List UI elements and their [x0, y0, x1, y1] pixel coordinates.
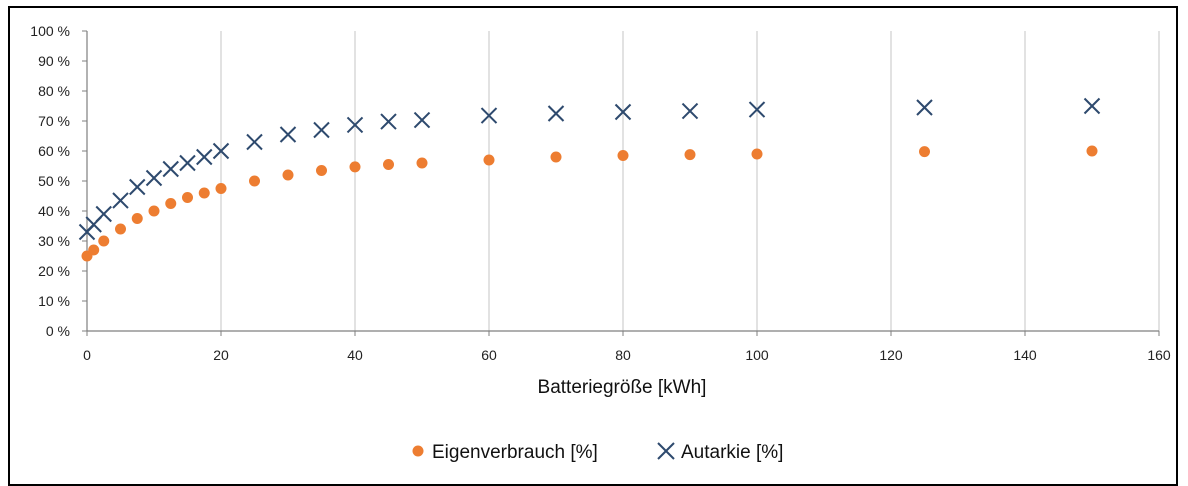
point-eigenverbrauch	[1086, 145, 1098, 157]
y-tick-label: 90 %	[38, 53, 70, 69]
y-tick-label: 40 %	[38, 203, 70, 219]
point-eigenverbrauch	[383, 159, 394, 170]
point-eigenverbrauch	[483, 154, 495, 166]
x-tick-labels: 0 20 40 60 80 100 120 140 160	[83, 347, 1171, 363]
point-eigenverbrauch	[165, 198, 177, 209]
point-autarkie	[480, 107, 498, 124]
point-autarkie	[112, 192, 129, 209]
y-tick-label: 80 %	[38, 83, 70, 99]
x-tick-label: 80	[615, 347, 631, 363]
y-tick-label: 70 %	[38, 113, 70, 129]
point-autarkie	[246, 133, 263, 151]
point-autarkie	[212, 142, 230, 160]
point-eigenverbrauch	[115, 223, 126, 235]
y-tick-labels: 0 % 10 % 20 % 30 % 40 % 50 % 60 % 70 % 80 % 90 % 1…	[30, 23, 70, 339]
point-autarkie	[380, 113, 397, 130]
x-tick-label: 100	[745, 347, 769, 363]
y-tick-label: 30 %	[38, 233, 70, 249]
legend-marker-eigenverbrauch	[412, 445, 424, 457]
point-autarkie	[916, 99, 933, 116]
x-tick-label: 140	[1013, 347, 1037, 363]
point-autarkie	[547, 105, 565, 122]
point-eigenverbrauch	[215, 183, 227, 194]
x-tick-label: 20	[213, 347, 229, 363]
data-points	[78, 97, 1101, 262]
x-axis-title: Batteriegröße [kWh]	[538, 377, 707, 398]
point-autarkie	[95, 205, 112, 223]
point-eigenverbrauch	[416, 157, 428, 169]
point-autarkie	[413, 111, 431, 129]
point-autarkie	[748, 101, 766, 118]
point-autarkie	[179, 154, 196, 172]
point-eigenverbrauch	[282, 169, 294, 181]
point-eigenverbrauch	[148, 205, 160, 217]
point-eigenverbrauch	[349, 161, 361, 173]
point-eigenverbrauch	[316, 165, 327, 176]
x-tick-label: 160	[1147, 347, 1171, 363]
point-autarkie	[346, 116, 364, 134]
point-autarkie	[145, 169, 163, 187]
point-autarkie	[196, 148, 213, 166]
point-eigenverbrauch	[131, 213, 143, 224]
y-tick-label: 10 %	[38, 293, 70, 309]
point-autarkie	[313, 121, 330, 139]
chart-frame	[8, 6, 1178, 486]
point-eigenverbrauch	[249, 175, 260, 187]
legend-label-eigenverbrauch: Eigenverbrauch [%]	[432, 442, 598, 463]
x-tick-label: 40	[347, 347, 363, 363]
point-autarkie	[1083, 97, 1101, 115]
legend: Eigenverbrauch [%] Autarkie [%]	[412, 442, 783, 463]
point-eigenverbrauch	[919, 146, 930, 158]
y-tick-label: 20 %	[38, 263, 70, 279]
point-eigenverbrauch	[617, 150, 629, 161]
x-tick-label: 120	[879, 347, 903, 363]
point-eigenverbrauch	[88, 244, 100, 256]
point-eigenverbrauch	[550, 151, 562, 163]
point-eigenverbrauch	[751, 148, 763, 160]
gridlines	[220, 31, 1160, 331]
point-autarkie	[162, 160, 179, 178]
axes	[82, 30, 1160, 336]
x-tick-label: 60	[481, 347, 497, 363]
point-eigenverbrauch	[182, 192, 193, 203]
legend-marker-autarkie	[657, 442, 675, 460]
y-tick-label: 100 %	[30, 23, 70, 39]
point-autarkie	[681, 102, 699, 120]
y-tick-label: 50 %	[38, 173, 70, 189]
y-tick-label: 0 %	[46, 323, 70, 339]
point-autarkie	[279, 126, 297, 143]
point-autarkie	[614, 103, 632, 121]
point-eigenverbrauch	[684, 149, 696, 161]
y-tick-label: 60 %	[38, 143, 70, 159]
point-eigenverbrauch	[198, 187, 210, 199]
point-autarkie	[129, 178, 146, 196]
legend-label-autarkie: Autarkie [%]	[681, 442, 783, 463]
x-tick-label: 0	[83, 347, 91, 363]
point-eigenverbrauch	[98, 235, 110, 247]
